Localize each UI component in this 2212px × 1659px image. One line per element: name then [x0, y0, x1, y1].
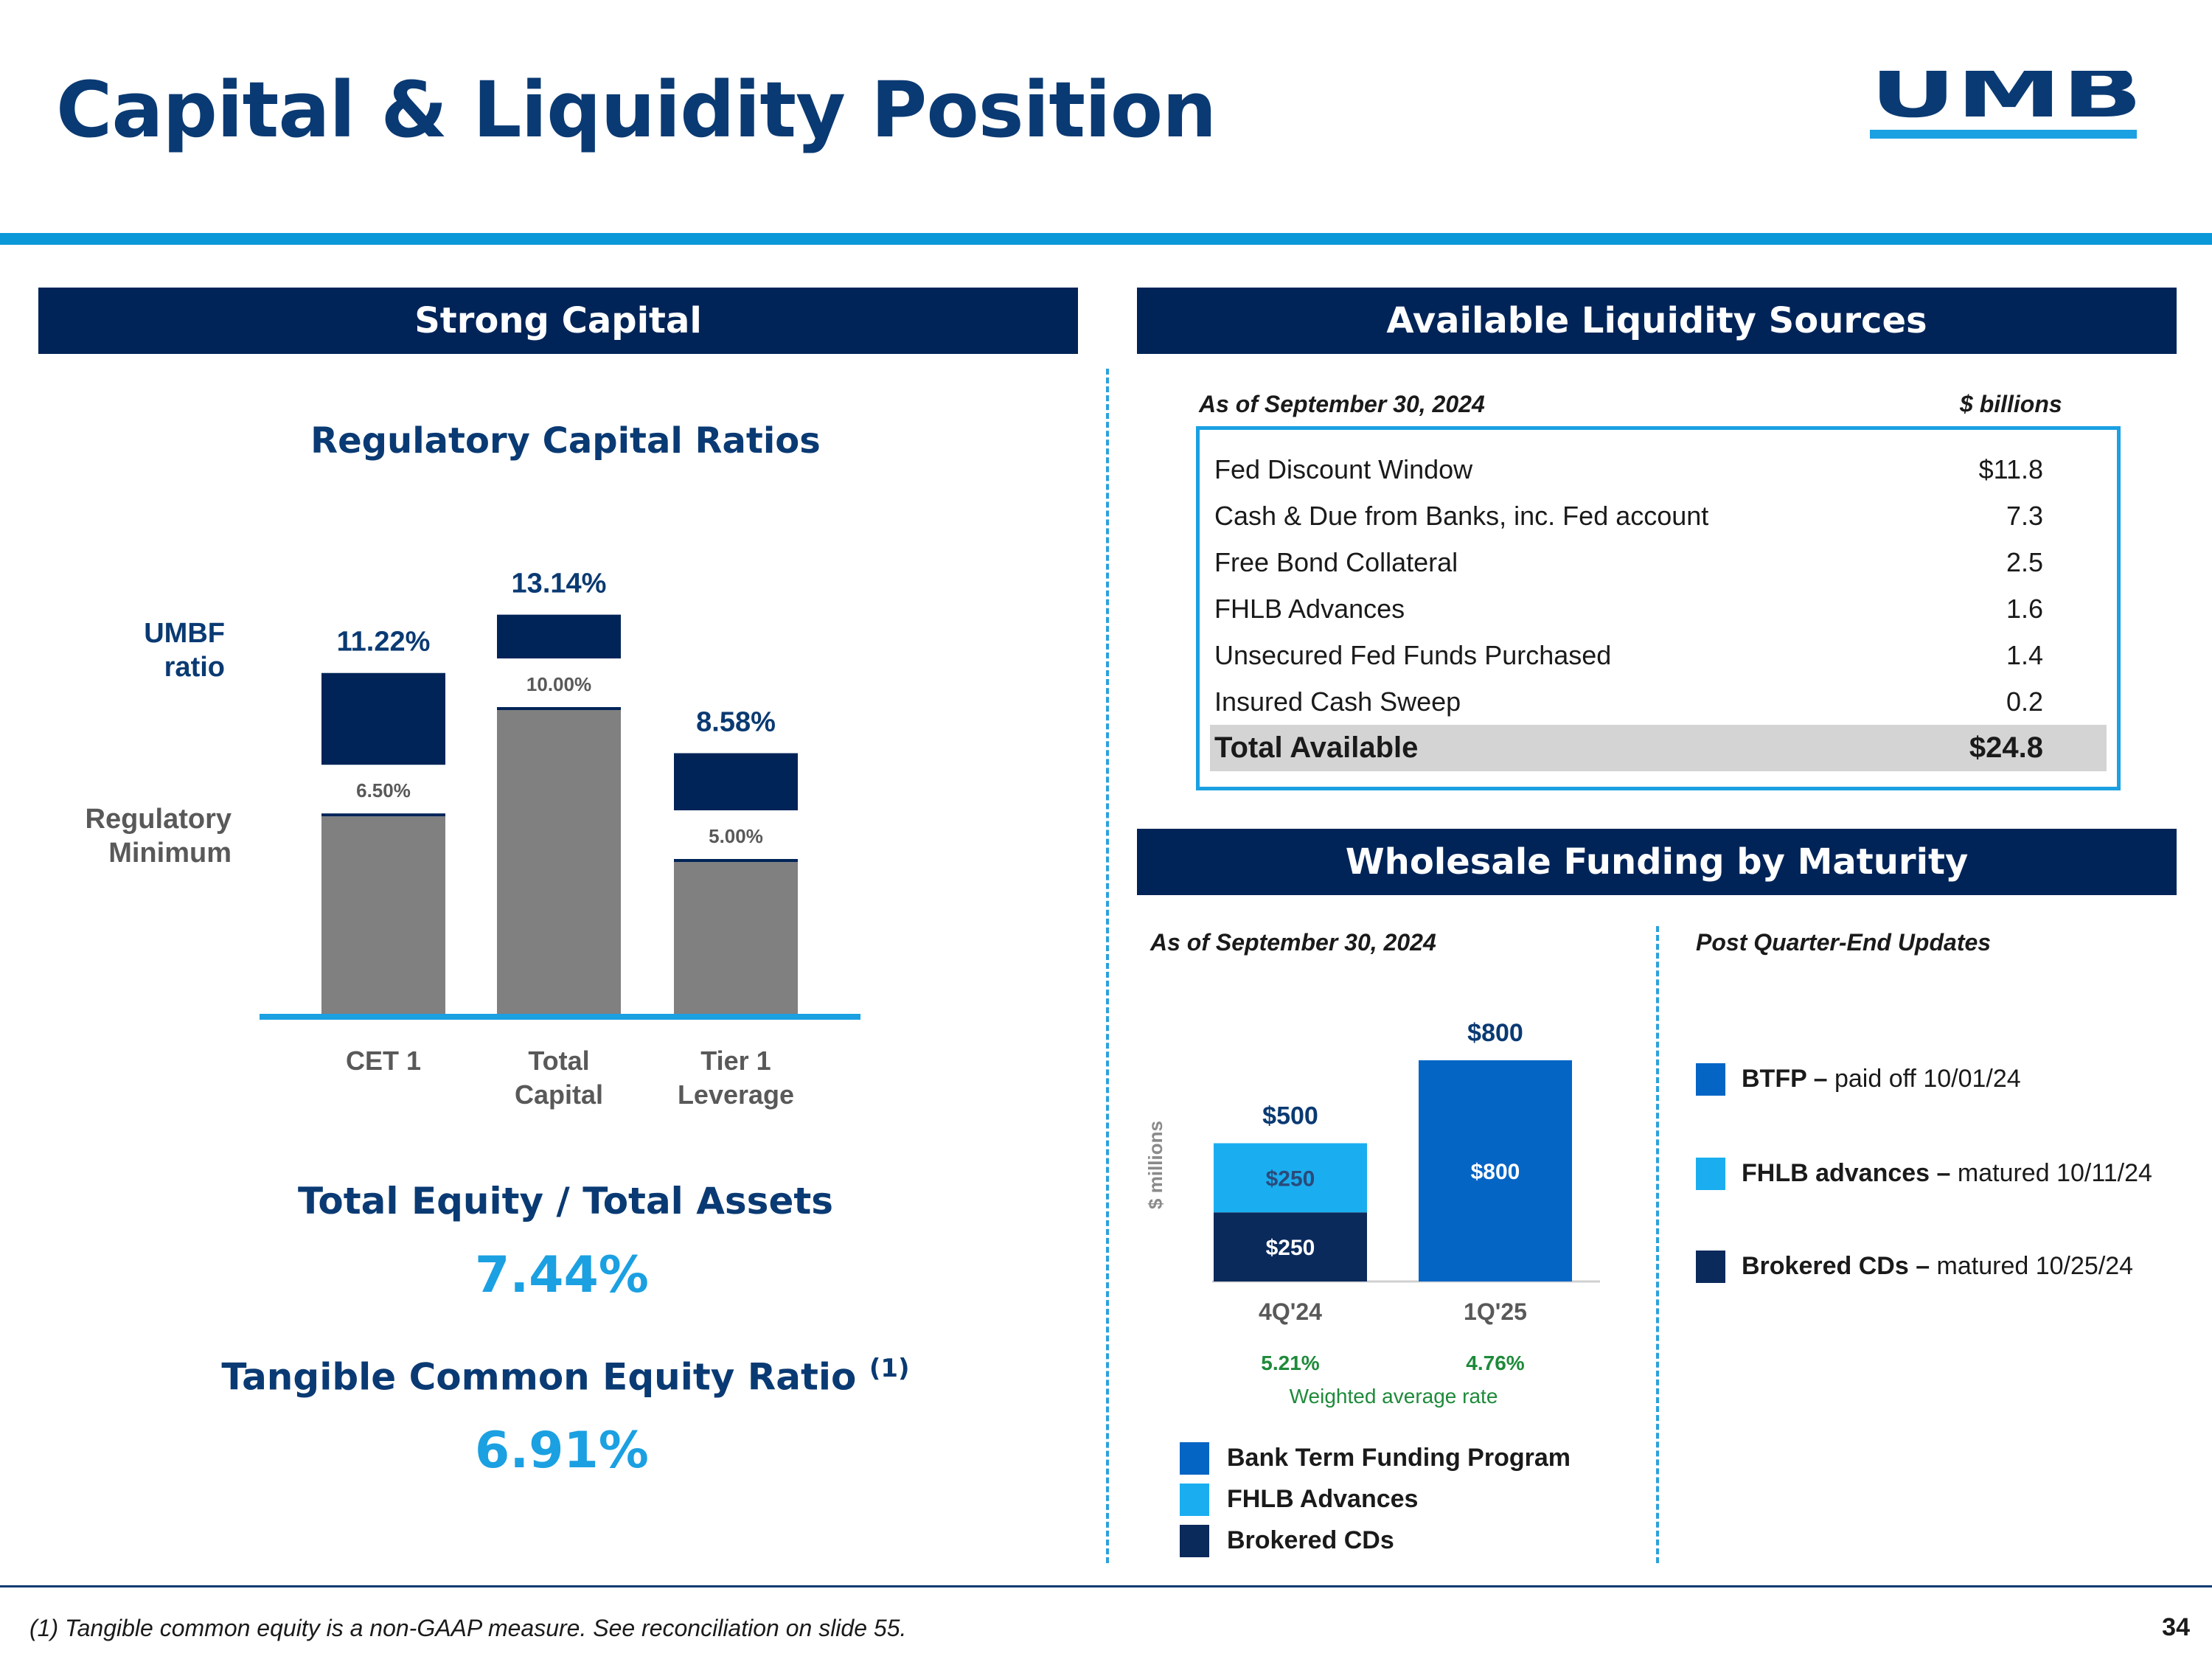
umbf-ratio-label: UMBF ratio	[144, 618, 225, 683]
category-label: Total	[528, 1046, 589, 1076]
header-divider	[0, 233, 2212, 245]
capital-ratio-chart: 6.50% 11.22% CET 1 10.00% 13.14% TotalCapital…	[260, 568, 860, 1110]
footnote: (1) Tangible common equity is a non-GAAP…	[29, 1615, 907, 1641]
footer-divider	[0, 1585, 2212, 1587]
total-value-label: $800	[1467, 1019, 1523, 1047]
minimum-value-label: 10.00%	[526, 673, 591, 695]
wholesale-divider	[1656, 926, 1659, 1563]
umbf-value-label: 11.22%	[337, 627, 431, 658]
category-label: 1Q'25	[1464, 1298, 1527, 1325]
segment-value-label: $800	[1471, 1160, 1520, 1184]
page-title: Capital & Liquidity Position	[56, 65, 1217, 155]
update-btfp: BTFP – paid off 10/01/24	[1742, 1065, 2021, 1093]
weighted-rate-label: 4.76%	[1466, 1352, 1524, 1374]
category-label: CET 1	[346, 1046, 421, 1076]
umb-logo: UMB	[1870, 54, 2150, 145]
legend-swatch-fhlb	[1180, 1484, 1209, 1516]
weighted-rate-label: 5.21%	[1261, 1352, 1319, 1374]
regulatory-minimum-bar	[497, 710, 621, 1014]
legend-swatch-btfp	[1180, 1442, 1209, 1475]
wholesale-funding-chart: $ millions $250 $250 $500 4Q'24 5.21% $800 $800…	[1144, 1019, 1600, 1374]
legend-label-fhlb: FHLB Advances	[1227, 1485, 1419, 1513]
regulatory-minimum-bar	[674, 862, 798, 1014]
panel-divider	[1106, 369, 1109, 1563]
regulatory-minimum-bar	[321, 816, 445, 1014]
minimum-value-label: 6.50%	[356, 779, 411, 801]
liquidity-row: Insured Cash Sweep 0.2	[1214, 686, 2043, 717]
umbf-value-label: 13.14%	[512, 568, 607, 599]
segment-value-label: $250	[1266, 1236, 1315, 1260]
wholesale-as-of: As of September 30, 2024	[1150, 929, 1436, 956]
equity-assets-title: Total Equity / Total Assets	[297, 1180, 834, 1222]
update-swatch-brokered	[1696, 1251, 1725, 1283]
post-quarter-end-title: Post Quarter-End Updates	[1696, 929, 1992, 956]
legend-label-btfp: Bank Term Funding Program	[1227, 1444, 1571, 1472]
liquidity-row: FHLB Advances 1.6	[1214, 593, 2043, 624]
wholesale-funding-header: Wholesale Funding by Maturity	[1137, 829, 2177, 895]
funding-bar-segment	[1214, 1143, 1367, 1213]
total-value-label: $500	[1262, 1102, 1318, 1130]
minimum-value-label: 5.00%	[709, 825, 763, 847]
minimum-label-box	[321, 765, 445, 814]
funding-bar-segment	[1419, 1060, 1572, 1281]
legend-swatch-brokered	[1180, 1525, 1209, 1557]
update-swatch-fhlb	[1696, 1158, 1725, 1190]
regulatory-minimum-label: Regulatory Minimum	[85, 804, 232, 869]
legend-label-brokered: Brokered CDs	[1227, 1526, 1394, 1554]
logo-wordmark: UMB	[1870, 71, 2143, 133]
tce-footnote-marker: (1)	[869, 1354, 910, 1383]
liquidity-total-row: Total Available $24.8	[1210, 725, 2107, 771]
liquidity-table: Fed Discount Window $11.8 Cash & Due from…	[1196, 426, 2121, 790]
minimum-label-box	[497, 658, 621, 707]
update-swatch-btfp	[1696, 1063, 1725, 1096]
y-axis-label: $ millions	[1144, 1121, 1166, 1209]
capital-chart-title: Regulatory Capital Ratios	[310, 420, 821, 462]
strong-capital-header: Strong Capital	[38, 288, 1078, 354]
update-brokered: Brokered CDs – matured 10/25/24	[1742, 1252, 2134, 1280]
tce-title: Tangible Common Equity Ratio (1)	[221, 1354, 910, 1399]
umbf-value-label: 8.58%	[696, 707, 776, 738]
page-number: 34	[2162, 1613, 2190, 1641]
liquidity-row: Unsecured Fed Funds Purchased 1.4	[1214, 639, 2043, 670]
segment-value-label: $250	[1266, 1166, 1315, 1191]
liquidity-as-of: As of September 30, 2024	[1199, 391, 1485, 417]
category-label: Tier 1	[700, 1046, 771, 1076]
category-label: Leverage	[678, 1079, 794, 1110]
liquidity-units: $ billions	[1960, 391, 2062, 417]
liquidity-row: Free Bond Collateral 2.5	[1214, 546, 2043, 577]
liquidity-row: Cash & Due from Banks, inc. Fed account 7…	[1214, 500, 2043, 531]
rate-caption: Weighted average rate	[1289, 1385, 1498, 1408]
x-axis-baseline	[260, 1014, 860, 1020]
liquidity-sources-header: Available Liquidity Sources	[1137, 288, 2177, 354]
equity-assets-value: 7.44%	[475, 1246, 649, 1304]
tce-value: 6.91%	[475, 1422, 649, 1480]
update-fhlb: FHLB advances – matured 10/11/24	[1742, 1159, 2152, 1187]
funding-bar-segment	[1214, 1212, 1367, 1281]
category-label: 4Q'24	[1259, 1298, 1322, 1325]
liquidity-row: Fed Discount Window $11.8	[1214, 453, 2043, 484]
category-label: Capital	[515, 1079, 603, 1110]
minimum-label-box	[674, 810, 798, 859]
